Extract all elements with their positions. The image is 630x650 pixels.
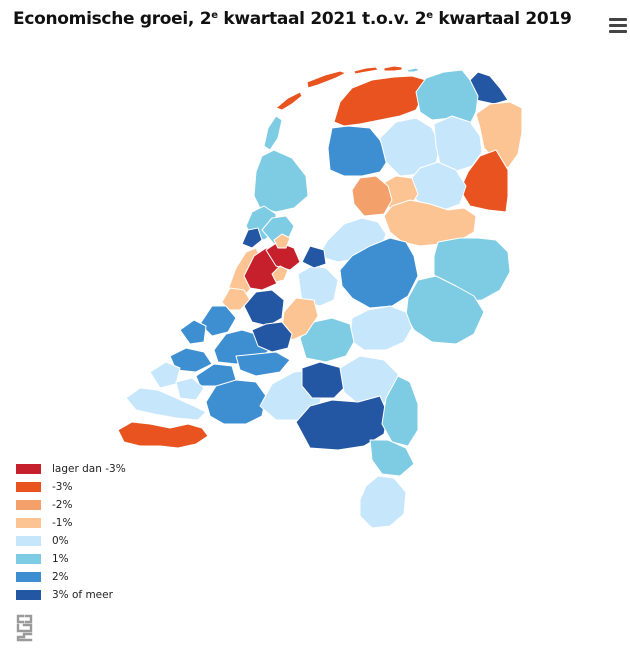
legend-label: 2% [52, 571, 69, 583]
cbs-logo-s [16, 632, 33, 642]
region-texel[interactable] [275, 91, 303, 111]
legend-label: 1% [52, 553, 69, 565]
region-stadsregio-west[interactable] [271, 265, 289, 283]
region-zuidwest-gelderland[interactable] [299, 317, 355, 363]
menu-bar [609, 18, 627, 21]
region-oost-groningen[interactable] [475, 101, 523, 169]
region-zuidoost-drenthe[interactable] [459, 149, 509, 213]
legend-item: -2% [16, 496, 126, 514]
legend-label: lager dan -3% [52, 463, 126, 475]
legend-item: lager dan -3% [16, 460, 126, 478]
region-schiermonnikoog[interactable] [383, 65, 403, 72]
legend-label: 0% [52, 535, 69, 547]
region-tholen[interactable] [175, 377, 205, 401]
region-ijmond[interactable] [241, 227, 263, 249]
region-agglomeratie-den-haag[interactable] [199, 305, 237, 337]
region-kop-van-noord-holland-flevoland[interactable] [351, 175, 393, 217]
title-text-3: kwartaal 2019 [432, 9, 572, 29]
region-zuidwest-friesland[interactable] [327, 125, 389, 177]
region-groningen-stad[interactable] [433, 115, 483, 173]
region-zuid-limburg[interactable] [359, 475, 407, 529]
region-arnhem-nijmegen[interactable] [349, 305, 413, 351]
region-ameland[interactable] [353, 66, 379, 75]
legend-item: 2% [16, 568, 126, 586]
region-overig-groningen[interactable] [415, 69, 479, 125]
region-oost-zuid-holland[interactable] [243, 289, 285, 327]
region-walcheren-beveland[interactable] [125, 387, 207, 421]
region-noordoost-noord-brabant[interactable] [301, 361, 349, 399]
menu-bar [609, 30, 627, 33]
title-sup-1: e [211, 10, 218, 21]
region-schouwen-duiveland[interactable] [149, 361, 181, 389]
legend-item: -3% [16, 478, 126, 496]
region-kop-van-noord-holland[interactable] [253, 149, 309, 213]
legend-swatch [16, 554, 41, 564]
cbs-logo[interactable] [14, 614, 36, 642]
region-achterhoek[interactable] [405, 275, 485, 345]
legend-swatch [16, 572, 41, 582]
hamburger-menu-icon[interactable] [609, 18, 627, 34]
region-vlieland-terschelling[interactable] [306, 70, 347, 89]
region-zeeuwsch-vlaanderen[interactable] [117, 421, 209, 449]
region-noord-limburg[interactable] [381, 375, 419, 447]
cbs-logo-b [16, 623, 33, 633]
legend-swatch [16, 464, 41, 474]
legend-swatch [16, 518, 41, 528]
legend-label: -1% [52, 517, 73, 529]
region-noord-drenthe[interactable] [409, 161, 467, 211]
legend-item: 0% [16, 532, 126, 550]
legend-swatch [16, 590, 41, 600]
region-rotterdam-zuid[interactable] [235, 351, 291, 377]
map-title: Economische groei, 2e kwartaal 2021 t.o.… [13, 9, 572, 29]
region-veluwe[interactable] [339, 237, 419, 309]
legend-label: -3% [52, 481, 73, 493]
menu-bar [609, 24, 627, 27]
region-gooi-en-vechtstreek[interactable] [301, 245, 327, 269]
legend-label: -2% [52, 499, 73, 511]
title-sup-2: e [426, 10, 433, 21]
legend: lager dan -3% -3% -2% -1% 0% 1% 2% 3% of… [16, 460, 126, 604]
legend-label: 3% of meer [52, 589, 113, 601]
region-waterland[interactable] [273, 233, 291, 249]
legend-swatch [16, 482, 41, 492]
legend-item: 3% of meer [16, 586, 126, 604]
region-west-noord-brabant[interactable] [205, 379, 267, 425]
cbs-logo-bar [24, 614, 33, 624]
region-zuidoost-zuid-holland[interactable] [251, 321, 293, 353]
region-midden-limburg[interactable] [369, 439, 415, 477]
region-rottumeroog[interactable] [406, 67, 421, 73]
legend-swatch [16, 500, 41, 510]
legend-item: 1% [16, 550, 126, 568]
region-delft-westland[interactable] [179, 319, 207, 345]
title-text-1: Economische groei, 2 [13, 9, 212, 29]
title-text-2: kwartaal 2021 t.o.v. 2 [217, 9, 427, 29]
region-texel-mainland-tip[interactable] [263, 115, 283, 151]
cbs-logo-c [16, 614, 25, 624]
legend-item: -1% [16, 514, 126, 532]
legend-swatch [16, 536, 41, 546]
